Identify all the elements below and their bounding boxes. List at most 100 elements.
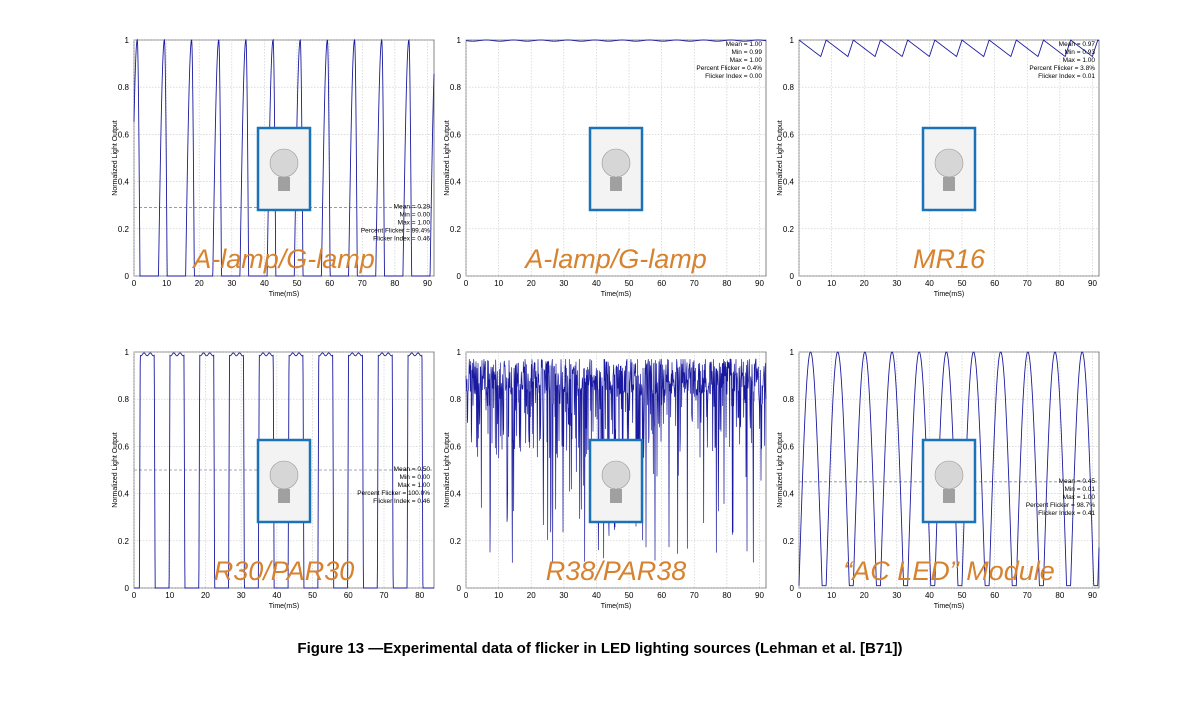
x-tick-label: 80 xyxy=(390,279,399,288)
lamp-type-label: MR16 xyxy=(913,244,986,274)
x-tick-label: 40 xyxy=(925,279,934,288)
lamp-base-shape xyxy=(943,489,955,503)
x-tick-label: 40 xyxy=(925,591,934,600)
x-tick-label: 20 xyxy=(527,279,536,288)
stats-line: Percent Flicker = 99.4% xyxy=(361,228,430,235)
x-axis-title: Time(mS) xyxy=(269,291,299,298)
y-tick-label: 0.4 xyxy=(118,490,130,499)
series-line xyxy=(465,358,767,563)
x-tick-label: 20 xyxy=(860,279,869,288)
stats-line: Mean = 0.45 xyxy=(1059,478,1096,485)
y-tick-label: 0 xyxy=(790,584,795,593)
lamp-bulb-shape xyxy=(934,148,964,178)
lamp-base-shape xyxy=(278,489,290,503)
chart-panel-2: 0 10 20 30 40 50 60 70 80 90 0 0.2 0.4 0.6 0.8 1 Time(mS… xyxy=(432,28,772,328)
y-tick-label: 0.4 xyxy=(450,178,462,187)
x-tick-label: 70 xyxy=(690,279,699,288)
series-line xyxy=(798,39,1100,58)
x-tick-label: 90 xyxy=(1088,279,1097,288)
lamp-bulb-shape xyxy=(269,148,299,178)
x-tick-label: 50 xyxy=(625,591,634,600)
y-axis-title: Normalized Light Output xyxy=(112,432,119,508)
y-tick-label: 0 xyxy=(125,584,130,593)
stats-line: Min = 0.01 xyxy=(1064,486,1095,493)
stats-line: Percent Flicker = 98.7% xyxy=(1026,502,1095,509)
y-tick-label: 1 xyxy=(790,36,795,45)
y-axis-title: Normalized Light Output xyxy=(112,120,119,196)
chart-panel-3: 0 10 20 30 40 50 60 70 80 90 0 0.2 0.4 0.6 0.8 1 Time(mS… xyxy=(765,28,1105,328)
stats-line: Mean = 1.00 xyxy=(726,41,763,48)
lamp-bulb-shape xyxy=(934,460,964,490)
x-tick-label: 10 xyxy=(494,591,503,600)
lamp-bulb-shape xyxy=(269,460,299,490)
stats-line: Flicker Index = 0.01 xyxy=(1038,73,1095,80)
series-line xyxy=(134,352,434,589)
y-tick-label: 0.8 xyxy=(118,83,130,92)
chart-svg-5: 0 10 20 30 40 50 60 70 80 90 0 0.2 0.4 0.6 0.8 1 Time(mS… xyxy=(444,348,767,610)
x-tick-label: 0 xyxy=(132,279,137,288)
y-tick-label: 0.6 xyxy=(783,442,795,451)
stats-line: Percent Flicker = 3.8% xyxy=(1029,65,1095,72)
series-line xyxy=(465,39,767,42)
x-tick-label: 10 xyxy=(827,591,836,600)
x-tick-label: 60 xyxy=(990,591,999,600)
x-tick-label: 0 xyxy=(464,279,469,288)
lamp-photo xyxy=(934,148,964,191)
chart-svg-1: 0 10 20 30 40 50 60 70 80 90 0 0.2 0.4 0.6 0.8 1 Time(mS… xyxy=(112,36,435,298)
y-tick-label: 0.8 xyxy=(450,83,462,92)
y-tick-label: 0.2 xyxy=(450,225,462,234)
lamp-bulb-shape xyxy=(601,148,631,178)
y-axis-title: Normalized Light Output xyxy=(777,432,784,508)
lamp-photo xyxy=(601,460,631,503)
stats-line: Min = 0.00 xyxy=(399,212,430,219)
x-tick-label: 60 xyxy=(657,279,666,288)
lamp-photo xyxy=(269,148,299,191)
stats-line: Flicker Index = 0.46 xyxy=(373,498,430,505)
lamp-photo xyxy=(269,460,299,503)
y-tick-label: 0 xyxy=(790,272,795,281)
chart-svg-6: 0 10 20 30 40 50 60 70 80 90 0 0.2 0.4 0.6 0.8 1 Time(mS… xyxy=(777,348,1100,610)
x-axis-title: Time(mS) xyxy=(601,291,631,298)
stats-line: Max = 1.00 xyxy=(1063,494,1096,501)
x-tick-label: 80 xyxy=(722,591,731,600)
y-tick-label: 0.4 xyxy=(783,178,795,187)
lamp-type-label: R38/PAR38 xyxy=(546,556,687,586)
y-tick-label: 1 xyxy=(790,348,795,357)
x-tick-label: 20 xyxy=(195,279,204,288)
y-tick-label: 0.2 xyxy=(118,225,130,234)
stats-line: Mean = 0.50 xyxy=(394,466,431,473)
lamp-base-shape xyxy=(943,177,955,191)
y-tick-label: 0.6 xyxy=(450,442,462,451)
x-tick-label: 30 xyxy=(227,279,236,288)
y-tick-label: 0 xyxy=(457,272,462,281)
x-tick-label: 10 xyxy=(162,279,171,288)
stats-line: Max = 1.00 xyxy=(398,482,431,489)
stats-line: Min = 0.93 xyxy=(1064,49,1095,56)
y-tick-label: 0.4 xyxy=(450,490,462,499)
lamp-type-label: R30/PAR30 xyxy=(214,556,355,586)
series-line xyxy=(133,38,435,277)
stats-line: Max = 1.00 xyxy=(1063,57,1096,64)
x-tick-label: 30 xyxy=(237,591,246,600)
stats-line: Min = 0.00 xyxy=(399,474,430,481)
y-tick-label: 0.8 xyxy=(783,83,795,92)
chart-panel-1: 0 10 20 30 40 50 60 70 80 90 0 0.2 0.4 0.6 0.8 1 Time(mS… xyxy=(100,28,440,328)
x-tick-label: 20 xyxy=(201,591,210,600)
x-tick-label: 80 xyxy=(415,591,424,600)
lamp-photo xyxy=(601,148,631,191)
lamp-bulb-shape xyxy=(601,460,631,490)
x-tick-label: 30 xyxy=(892,279,901,288)
x-tick-label: 30 xyxy=(892,591,901,600)
stats-line: Max = 1.00 xyxy=(398,220,431,227)
y-tick-label: 0 xyxy=(457,584,462,593)
y-tick-label: 0.2 xyxy=(118,537,130,546)
stats-line: Max = 1.00 xyxy=(730,57,763,64)
lamp-type-label: “AC LED” Module xyxy=(843,556,1055,586)
x-tick-label: 60 xyxy=(990,279,999,288)
x-tick-label: 70 xyxy=(358,279,367,288)
y-tick-label: 0.8 xyxy=(783,395,795,404)
y-tick-label: 0.6 xyxy=(450,130,462,139)
x-tick-label: 60 xyxy=(657,591,666,600)
y-tick-label: 0.4 xyxy=(783,490,795,499)
